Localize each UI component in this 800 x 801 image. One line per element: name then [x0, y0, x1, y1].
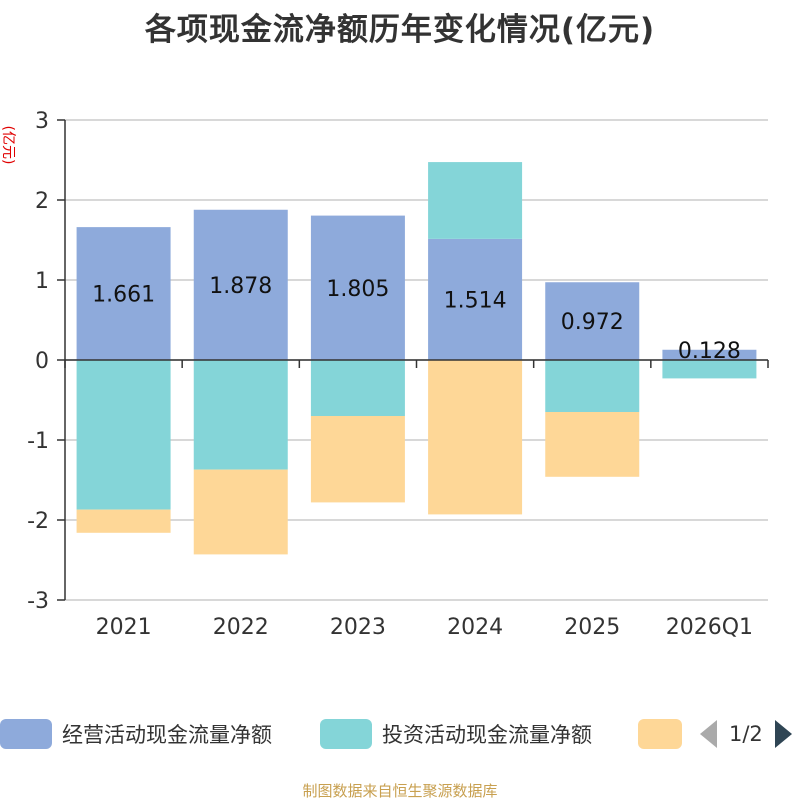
y-tick-label: 2	[35, 189, 49, 214]
bar-series1-2022	[193, 209, 288, 360]
pager-next-icon[interactable]	[774, 720, 792, 748]
chart-plot: 3 2 1 0 -1 -2 -3 (亿元) 1.661 1.878 1.805 1.514 0.972 0…	[0, 109, 769, 640]
y-tick-label: -1	[27, 429, 49, 454]
data-label: 1.805	[326, 277, 389, 302]
bar-series3-2023	[310, 416, 405, 503]
legend-label-operating: 经营活动现金流量净额	[62, 723, 272, 747]
x-tick-label: 2024	[447, 615, 503, 640]
legend-label-investing: 投资活动现金流量净额	[382, 723, 592, 747]
bar-series1-2026Q1	[662, 349, 757, 360]
y-tick-label: 3	[35, 109, 49, 134]
bar-series2-2026Q1	[662, 360, 757, 379]
bar-series1-2023	[310, 215, 405, 360]
bar-series2-2025	[545, 360, 640, 412]
data-label: 1.514	[444, 288, 507, 313]
bar-series1-2021	[76, 227, 171, 360]
bar-series3-2021	[76, 509, 171, 533]
bar-series1-2025	[545, 282, 640, 360]
source-text: 制图数据来自恒生聚源数据库	[302, 782, 498, 800]
y-tick-label: 0	[35, 349, 49, 374]
data-label: 0.972	[561, 310, 624, 335]
legend: 经营活动现金流量净额 投资活动现金流量净额 1/2	[0, 716, 800, 756]
x-tick-label: 2025	[564, 615, 620, 640]
y-tick-label: 1	[35, 269, 49, 294]
data-label: 1.878	[209, 274, 272, 299]
data-label: 0.128	[678, 339, 741, 364]
legend-item-operating[interactable]: 经营活动现金流量净额	[0, 716, 272, 752]
legend-swatch-financing	[638, 719, 682, 749]
y-tick-label: -2	[27, 509, 49, 534]
legend-swatch-investing	[320, 719, 372, 749]
legend-item-investing[interactable]: 投资活动现金流量净额	[320, 716, 592, 752]
legend-item-financing[interactable]	[638, 716, 682, 752]
legend-pager: 1/2	[700, 716, 792, 752]
bar-series2-2021	[76, 360, 171, 510]
y-axis-label: (亿元)	[0, 126, 16, 165]
bar-series2-2022	[193, 360, 288, 470]
y-tick-label: -3	[27, 589, 49, 614]
x-tick-label: 2021	[96, 615, 152, 640]
pager-prev-icon[interactable]	[700, 720, 717, 748]
bar-series3-2025	[545, 412, 640, 477]
x-tick-label: 2026Q1	[666, 615, 753, 640]
chart-title: 各项现金流净额历年变化情况(亿元)	[144, 12, 656, 48]
bar-series3-2022	[193, 469, 288, 555]
data-label: 1.661	[92, 283, 155, 308]
pager-text: 1/2	[729, 722, 763, 746]
bar-series1-2024	[428, 238, 523, 360]
bar-series3-2024	[428, 360, 523, 515]
bar-series2-2023	[310, 360, 405, 416]
x-tick-label: 2022	[213, 615, 269, 640]
bar-series2-2024	[428, 162, 523, 239]
x-tick-label: 2023	[330, 615, 386, 640]
legend-swatch-operating	[0, 719, 52, 749]
